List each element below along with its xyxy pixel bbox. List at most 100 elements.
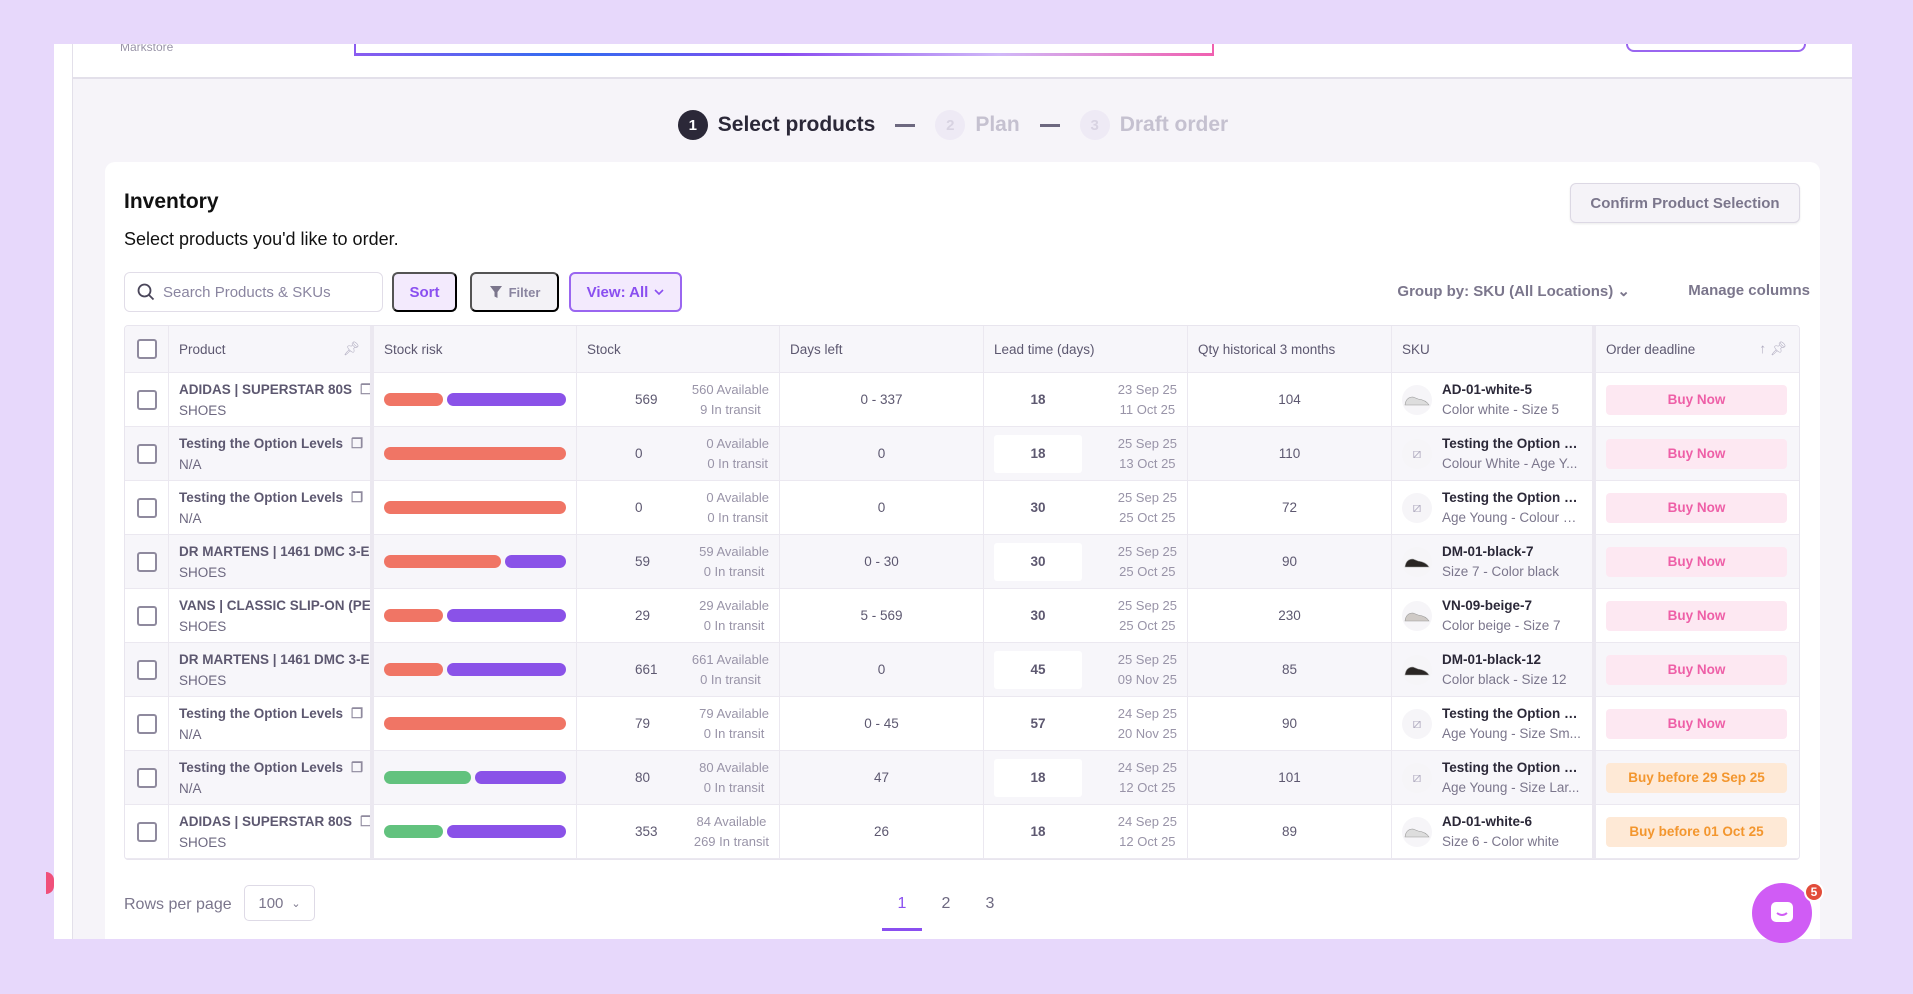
sort-asc-icon[interactable]: ↑ (1759, 341, 1767, 356)
buy-now-button[interactable]: Buy Now (1606, 438, 1787, 469)
stock-cell: 80 80 Available 0 In transit (577, 751, 780, 804)
buy-now-button[interactable]: Buy Now (1606, 546, 1787, 577)
table-row[interactable]: Testing the Option Levels ❐ N/A 79 79 Availa… (125, 697, 1799, 751)
copy-icon[interactable]: ❐ (351, 489, 364, 505)
product-cell[interactable]: DR MARTENS | 1461 DMC 3-E❐ SHOES (169, 643, 374, 696)
side-widget-tab[interactable] (46, 872, 54, 894)
filter-button[interactable]: Filter (470, 272, 559, 312)
row-checkbox[interactable] (136, 713, 157, 734)
product-name[interactable]: ADIDAS | SUPERSTAR 80S (179, 814, 353, 829)
sku-code: DM-01-black-7 (1442, 543, 1534, 559)
product-cell[interactable]: ADIDAS | SUPERSTAR 80S ❐ SHOES (169, 805, 374, 858)
buy-before-button[interactable]: Buy before 29 Sep 25 (1606, 762, 1787, 793)
row-checkbox[interactable] (136, 767, 157, 788)
confirm-product-selection-button[interactable]: Confirm Product Selection (1570, 183, 1800, 223)
page-3-button[interactable]: 3 (985, 895, 995, 912)
copy-icon[interactable]: ❐ (360, 813, 373, 829)
buy-now-button[interactable]: Buy Now (1606, 708, 1787, 739)
table-row[interactable]: DR MARTENS | 1461 DMC 3-E❐ SHOES 661 661 Av… (125, 643, 1799, 697)
stock-in-transit: 0 In transit (700, 671, 761, 687)
column-header-product[interactable]: Product 📌︎ (169, 326, 374, 372)
ai-search-bar[interactable] (354, 44, 1214, 56)
filter-label: Filter (508, 284, 541, 300)
product-cell[interactable]: Testing the Option Levels ❐ N/A (169, 481, 374, 534)
buy-before-button[interactable]: Buy before 01 Oct 25 (1606, 816, 1787, 847)
product-cell[interactable]: Testing the Option Levels ❐ N/A (169, 697, 374, 750)
row-checkbox[interactable] (136, 659, 157, 680)
days-left: 26 (873, 824, 890, 839)
product-category: N/A (179, 510, 202, 526)
row-checkbox[interactable] (136, 821, 157, 842)
product-name[interactable]: VANS | CLASSIC SLIP-ON (PE (179, 598, 371, 613)
row-checkbox[interactable] (136, 389, 157, 410)
product-name[interactable]: DR MARTENS | 1461 DMC 3-E (179, 652, 370, 667)
product-cell[interactable]: Testing the Option Levels ❐ N/A (169, 427, 374, 480)
page-2-button[interactable]: 2 (941, 895, 951, 912)
group-by-dropdown[interactable]: Group by: SKU (All Locations) ⌄ (1397, 282, 1630, 300)
product-name[interactable]: Testing the Option Levels (179, 760, 344, 775)
search-input[interactable] (163, 283, 363, 301)
copy-icon[interactable]: ❐ (351, 759, 364, 775)
table-row[interactable]: Testing the Option Levels ❐ N/A 0 0 Availabl… (125, 427, 1799, 481)
stock-risk-bar (384, 447, 566, 460)
buy-now-button[interactable]: Buy Now (1606, 492, 1787, 523)
sort-button[interactable]: Sort (392, 272, 457, 312)
pin-icon[interactable]: 📌︎ (342, 341, 360, 356)
product-cell[interactable]: ADIDAS | SUPERSTAR 80S ❐ SHOES (169, 373, 374, 426)
column-header-stock-risk[interactable]: Stock risk (374, 326, 577, 372)
table-row[interactable]: VANS | CLASSIC SLIP-ON (PE❐ SHOES 29 29 Ava… (125, 589, 1799, 643)
column-header-order-deadline[interactable]: Order deadline ↑ 📌︎ (1596, 326, 1797, 372)
row-checkbox[interactable] (136, 605, 157, 626)
product-cell[interactable]: Testing the Option Levels ❐ N/A (169, 751, 374, 804)
column-header-stock[interactable]: Stock (577, 326, 780, 372)
step-label: Draft order (1119, 113, 1229, 136)
row-checkbox[interactable] (136, 497, 157, 518)
column-header-days-left[interactable]: Days left (780, 326, 984, 372)
copy-icon[interactable]: ❐ (351, 705, 364, 721)
copy-icon[interactable]: ❐ (351, 435, 364, 451)
stock-available: 0 Available (706, 435, 769, 451)
select-all-checkbox[interactable] (136, 339, 157, 359)
risk-segment-purple (505, 555, 566, 568)
column-header-lead-time[interactable]: Lead time (days) (984, 326, 1188, 372)
lead-start-date: 24 Sep 25 (1117, 813, 1177, 829)
product-name[interactable]: ADIDAS | SUPERSTAR 80S (179, 382, 353, 397)
buy-now-button[interactable]: Buy Now (1606, 384, 1787, 415)
table-row[interactable]: ADIDAS | SUPERSTAR 80S ❐ SHOES 569 560 Avail… (125, 373, 1799, 427)
buy-now-button[interactable]: Buy Now (1606, 600, 1787, 631)
lead-time-cell: 30 25 Sep 25 25 Oct 25 (984, 589, 1188, 642)
copy-icon[interactable]: ❐ (360, 381, 373, 397)
table-row[interactable]: ADIDAS | SUPERSTAR 80S ❐ SHOES 353 84 Availa… (125, 805, 1799, 859)
brand-name: Markstore (120, 44, 174, 54)
product-name[interactable]: Testing the Option Levels (179, 436, 344, 451)
row-checkbox[interactable] (136, 443, 157, 464)
row-checkbox[interactable] (136, 551, 157, 572)
lead-time-dates: 25 Sep 25 13 Oct 25 (1118, 434, 1177, 474)
stock-available: 661 Available (691, 651, 769, 667)
product-cell[interactable]: VANS | CLASSIC SLIP-ON (PE❐ SHOES (169, 589, 374, 642)
pin-icon[interactable]: 📌︎ (1769, 341, 1787, 356)
view-dropdown[interactable]: View: All (569, 272, 682, 312)
manage-columns-button[interactable]: Manage columns (1688, 282, 1810, 299)
buy-now-button[interactable]: Buy Now (1606, 654, 1787, 685)
lead-time-days: 18 (1030, 392, 1046, 407)
search-box[interactable] (124, 272, 383, 312)
stock-risk-bar (384, 501, 566, 514)
table-row[interactable]: Testing the Option Levels ❐ N/A 0 0 Availabl… (125, 481, 1799, 535)
column-header-sku[interactable]: SKU (1392, 326, 1596, 372)
product-name[interactable]: DR MARTENS | 1461 DMC 3-E (179, 544, 370, 559)
page-1-button[interactable]: 1 (882, 895, 922, 931)
product-cell[interactable]: DR MARTENS | 1461 DMC 3-E❐ SHOES (169, 535, 374, 588)
column-header-qty-historical[interactable]: Qty historical 3 months (1188, 326, 1392, 372)
table-row[interactable]: Testing the Option Levels ❐ N/A 80 80 Availa… (125, 751, 1799, 805)
risk-segment-red (384, 501, 566, 514)
product-name[interactable]: Testing the Option Levels (179, 490, 344, 505)
stock-risk-cell (374, 589, 577, 642)
rows-per-page-select[interactable]: 100 ⌄ (244, 885, 315, 921)
table-row[interactable]: DR MARTENS | 1461 DMC 3-E❐ SHOES 59 59 Avai… (125, 535, 1799, 589)
lead-time-days: 18 (994, 434, 1082, 473)
chat-launcher-button[interactable] (1752, 883, 1812, 943)
product-name[interactable]: Testing the Option Levels (179, 706, 344, 721)
top-right-button[interactable] (1626, 44, 1806, 52)
no-image-icon: ⧄ (1402, 492, 1432, 523)
